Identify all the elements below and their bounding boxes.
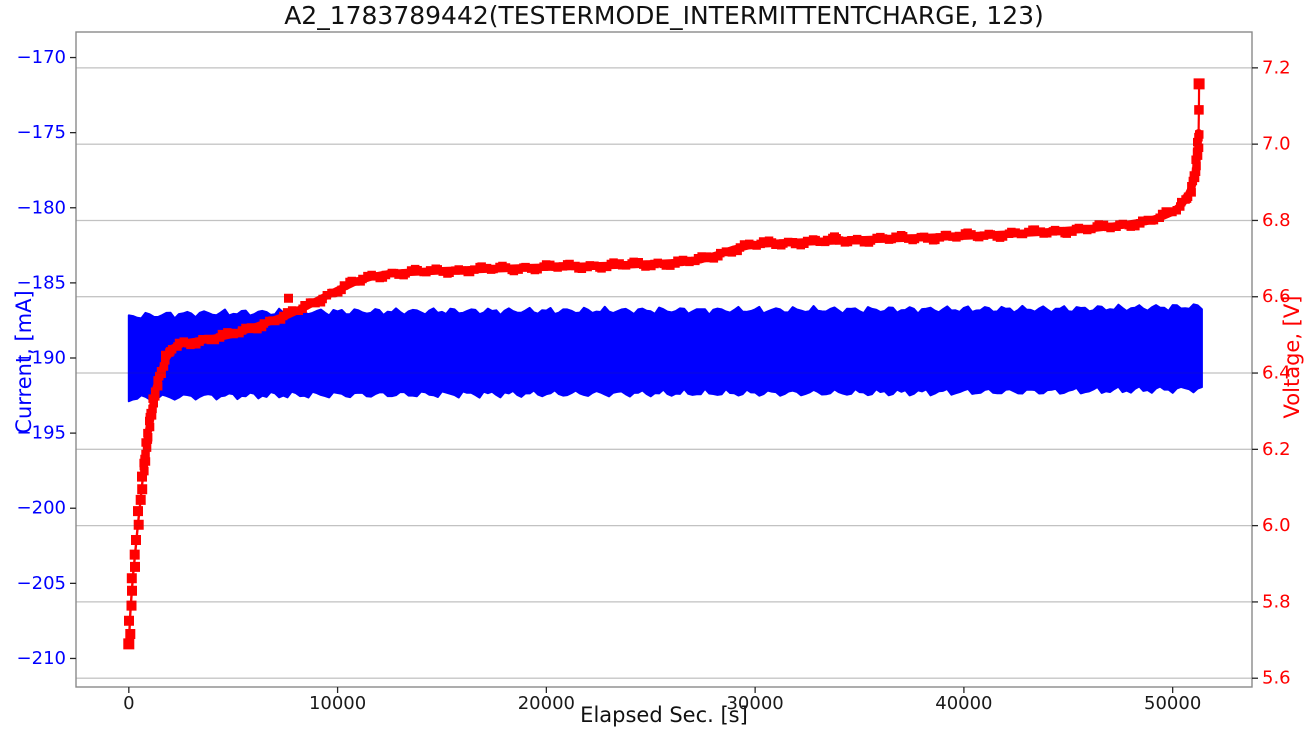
gridlines-overlay	[76, 67, 1252, 679]
right-tick-label: 6.2	[1262, 439, 1291, 460]
left-tick-label: −175	[17, 122, 66, 143]
right-tick-label: 6.6	[1262, 286, 1291, 307]
x-axis-label: Elapsed Sec. [s]	[580, 703, 748, 727]
x-axis-tick-labels: 0 10000 20000 30000 40000 50000	[123, 687, 1201, 714]
left-tick-label: −205	[17, 573, 66, 594]
x-tick-label: 10000	[309, 693, 366, 714]
left-tick-label: −190	[17, 347, 66, 368]
left-tick-label: −200	[17, 498, 66, 519]
right-tick-label: 6.4	[1262, 363, 1291, 384]
right-tick-label: 5.8	[1262, 591, 1291, 612]
current-series	[127, 303, 1203, 403]
x-tick-label: 30000	[726, 693, 783, 714]
x-tick-label: 0	[123, 693, 134, 714]
x-tick-label: 40000	[935, 693, 992, 714]
voltage-series	[123, 78, 1205, 650]
x-tick-label: 20000	[518, 693, 575, 714]
right-tick-label: 7.0	[1262, 134, 1291, 155]
left-tick-label: −170	[17, 47, 66, 68]
right-tick-label: 5.6	[1262, 668, 1291, 689]
right-tick-label: 7.2	[1262, 57, 1291, 78]
left-tick-label: −185	[17, 272, 66, 293]
left-tick-label: −210	[17, 648, 66, 669]
right-tick-label: 6.0	[1262, 515, 1291, 536]
right-axis-tick-labels: 7.2 7.0 6.8 6.6 6.4 6.2 6.0 5.8 5.6	[1252, 57, 1291, 689]
left-tick-label: −180	[17, 197, 66, 218]
left-tick-label: −195	[17, 423, 66, 444]
chart-title: A2_1783789442(TESTERMODE_INTERMITTENTCHA…	[284, 1, 1044, 30]
x-tick-label: 50000	[1144, 693, 1201, 714]
plot-frame	[75, 31, 1253, 688]
right-tick-label: 6.8	[1262, 210, 1291, 231]
left-axis-tick-labels: −170 −175 −180 −185 −190 −195 −200 −205 −210	[17, 47, 76, 669]
